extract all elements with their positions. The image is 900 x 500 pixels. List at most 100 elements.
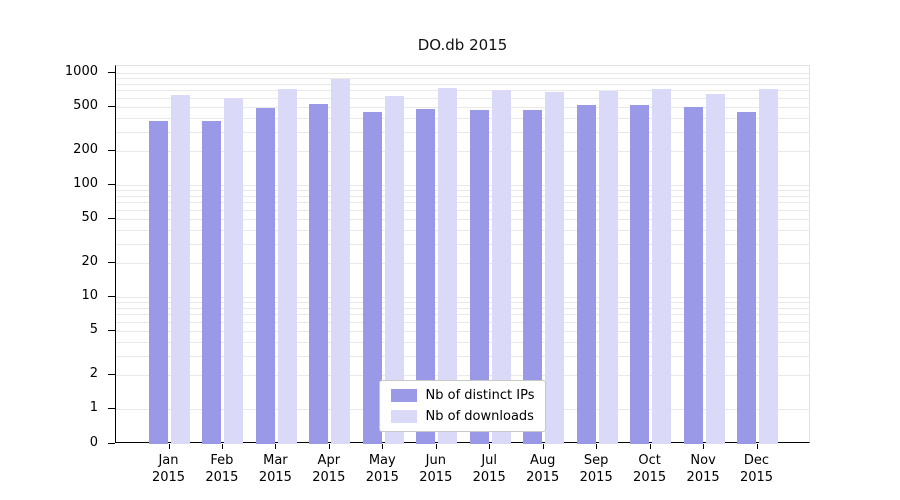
x-tick-mark: [649, 444, 651, 449]
gridline: [116, 375, 809, 377]
y-tick-mark: [108, 296, 115, 297]
legend-label: Nb of distinct IPs: [425, 388, 535, 403]
gridline: [116, 190, 809, 192]
x-tick-label-line: Dec: [743, 453, 770, 468]
gridline: [116, 302, 809, 304]
y-tick-mark: [108, 262, 115, 264]
x-tick-label-line: 2015: [365, 470, 399, 485]
bar-downloads-nov: [705, 94, 725, 444]
gridline: [116, 195, 809, 197]
gridline: [116, 330, 809, 332]
y-tick-mark: [108, 374, 115, 376]
x-tick-label: Nov 2015: [671, 452, 735, 486]
bar-distinct-ips-aug: [523, 109, 543, 444]
gridline: [116, 209, 809, 211]
bar-distinct-ips-feb: [202, 121, 222, 444]
x-tick-mark: [275, 444, 277, 449]
gridline: [116, 185, 809, 186]
y-tick-label: 0: [89, 435, 98, 450]
y-tick-label: 500: [73, 97, 98, 113]
x-tick-label: Jul 2015: [457, 452, 521, 486]
x-tick-label-line: 2015: [205, 470, 239, 485]
gridline: [116, 243, 809, 245]
bar-distinct-ips-jun: [416, 108, 436, 444]
gridline: [116, 297, 809, 298]
gridline: [116, 355, 809, 357]
y-tick-label: 1: [89, 400, 98, 415]
legend-label: Nb of downloads: [425, 409, 534, 424]
x-tick-label-line: Jul: [481, 453, 498, 468]
x-tick-label-line: Jan: [158, 453, 179, 468]
x-tick-label-line: Apr: [317, 453, 341, 468]
chart-title: DO.db 2015: [417, 36, 508, 54]
x-tick-label-line: Jun: [425, 453, 446, 468]
y-tick-label: 5: [89, 321, 98, 337]
bar-distinct-ips-oct: [630, 104, 650, 444]
gridline: [116, 97, 809, 99]
bar-distinct-ips-sep: [576, 104, 596, 444]
legend-entry: Nb of downloads: [390, 409, 535, 424]
x-tick-label: Aug 2015: [511, 452, 575, 486]
gridline: [116, 117, 809, 119]
x-tick-label-line: 2015: [151, 470, 186, 485]
legend-swatch: [390, 389, 417, 402]
x-tick-mark: [596, 444, 598, 449]
gridline: [116, 218, 809, 220]
gridline: [116, 106, 809, 108]
bar-downloads-mar: [277, 89, 297, 444]
gridline: [116, 263, 809, 265]
y-tick-label: 2: [89, 366, 98, 382]
x-tick-label-line: 2015: [633, 470, 667, 485]
bar-downloads-jan: [171, 94, 190, 444]
x-tick-label-line: Oct: [638, 453, 661, 468]
x-tick-mark: [435, 444, 437, 449]
bar-downloads-may: [384, 96, 404, 444]
y-tick-mark: [108, 72, 115, 73]
y-tick-mark: [108, 217, 115, 219]
y-tick-label: 10: [81, 288, 98, 303]
x-tick-mark: [382, 444, 384, 449]
legend-entry: Nb of distinct IPs: [390, 388, 535, 403]
y-tick-label: 200: [73, 142, 98, 158]
x-tick-mark: [489, 444, 491, 449]
x-tick-label-line: Mar: [263, 453, 288, 468]
bar-downloads-oct: [652, 89, 672, 444]
x-tick-label-line: 2015: [579, 470, 613, 485]
gridline: [116, 151, 809, 153]
x-tick-label: Mar 2015: [243, 452, 307, 486]
gridline: [116, 78, 809, 80]
x-tick-label: Apr 2015: [297, 452, 361, 486]
y-tick-label: 50: [81, 209, 98, 225]
y-tick-mark: [108, 105, 115, 107]
y-tick-label: 1000: [64, 64, 98, 79]
x-tick-mark: [542, 444, 544, 449]
x-tick-mark: [756, 444, 758, 449]
y-tick-mark: [108, 443, 115, 444]
y-tick-mark: [108, 184, 115, 185]
x-tick-mark: [328, 444, 330, 449]
x-tick-label: Sep 2015: [564, 452, 628, 486]
bar-distinct-ips-mar: [255, 107, 275, 444]
bar-distinct-ips-apr: [309, 103, 329, 444]
y-tick-mark: [108, 150, 115, 152]
x-tick-label: Jun 2015: [404, 452, 468, 486]
bar-downloads-jun: [438, 87, 458, 444]
y-tick-label: 100: [73, 176, 98, 191]
bar-downloads-apr: [331, 79, 351, 444]
x-tick-label-line: 2015: [739, 470, 774, 485]
x-tick-label: Dec 2015: [725, 452, 789, 486]
bar-downloads-jul: [491, 89, 511, 444]
x-tick-label-line: Nov: [690, 453, 716, 468]
gridline: [116, 90, 809, 92]
gridline: [116, 307, 809, 309]
y-tick-mark: [108, 408, 115, 409]
legend: Nb of distinct IPs Nb of downloads: [378, 380, 547, 432]
x-tick-label-line: Aug: [529, 453, 556, 468]
bar-distinct-ips-may: [362, 111, 382, 444]
x-tick-mark: [703, 444, 705, 449]
x-tick-label-line: 2015: [472, 470, 506, 485]
x-tick-label-line: 2015: [312, 470, 346, 485]
gridline: [116, 314, 809, 316]
gridline: [116, 83, 809, 85]
